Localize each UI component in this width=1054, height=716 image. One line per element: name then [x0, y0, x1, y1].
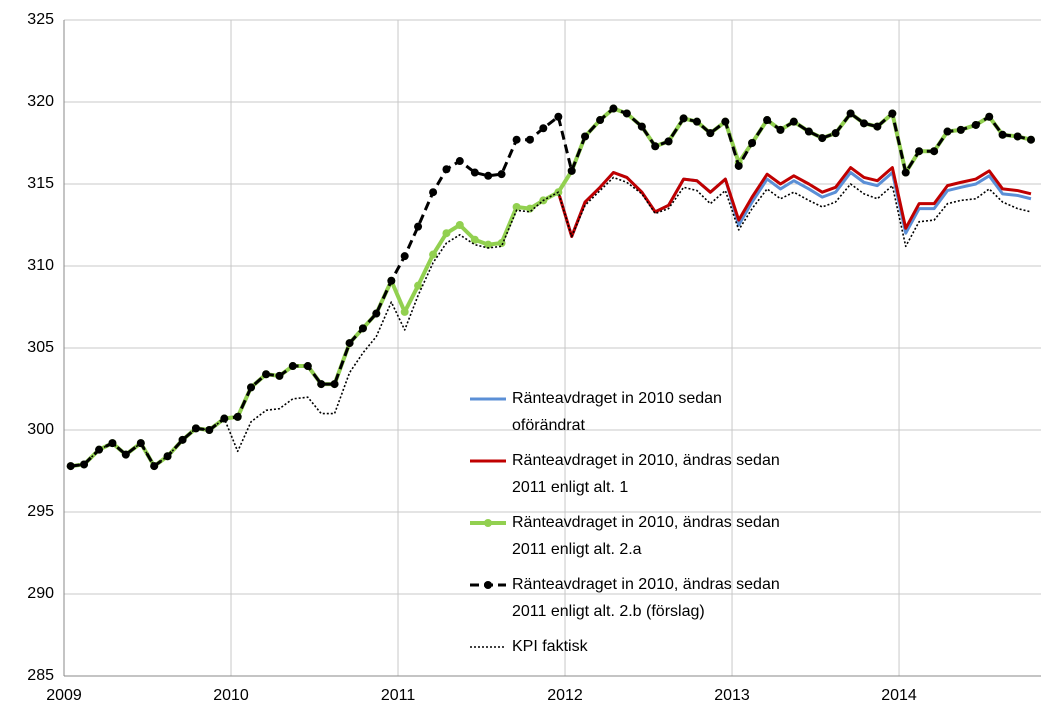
- point: [596, 116, 605, 125]
- point: [429, 250, 438, 259]
- point: [1026, 135, 1035, 144]
- point: [985, 112, 994, 121]
- point: [429, 188, 438, 197]
- point: [831, 129, 840, 138]
- point: [609, 104, 618, 113]
- series-line: [70, 106, 1032, 469]
- series-line: [389, 166, 1032, 314]
- point: [901, 168, 910, 177]
- point: [748, 139, 757, 147]
- y-tick-label: 290: [27, 585, 54, 602]
- point: [414, 222, 423, 231]
- point: [455, 157, 464, 166]
- point: [789, 117, 798, 126]
- x-tick-label: 2013: [714, 687, 750, 704]
- point: [497, 170, 506, 179]
- point: [873, 122, 882, 131]
- point: [763, 116, 772, 125]
- point: [470, 168, 479, 177]
- legend-label: Ränteavdraget in 2010, ändras sedan 2011 …: [512, 452, 780, 496]
- point: [414, 281, 423, 290]
- point: [233, 412, 242, 421]
- point: [804, 127, 813, 136]
- point: [859, 119, 868, 128]
- point: [262, 370, 271, 379]
- point: [818, 134, 827, 143]
- y-tick-label: 320: [27, 93, 54, 110]
- point: [372, 309, 381, 318]
- x-tick-label: 2010: [213, 687, 249, 704]
- point: [178, 435, 187, 444]
- point: [998, 130, 1007, 139]
- point: [539, 124, 548, 133]
- point: [95, 445, 104, 454]
- point: [622, 109, 631, 118]
- legend-label: Ränteavdraget in 2010, ändras sedan 2011 …: [512, 576, 780, 620]
- point: [637, 122, 646, 131]
- point: [455, 221, 464, 229]
- point: [692, 117, 701, 126]
- legend-label: KPI faktisk: [512, 638, 589, 655]
- point: [358, 324, 367, 333]
- x-tick-label: 2012: [547, 687, 583, 704]
- y-tick-label: 295: [27, 503, 54, 520]
- point: [288, 362, 297, 371]
- point: [470, 235, 479, 244]
- point: [943, 127, 952, 136]
- point: [706, 129, 715, 138]
- point: [442, 165, 451, 174]
- point: [317, 380, 326, 389]
- point: [205, 426, 214, 434]
- y-tick-label: 325: [27, 11, 54, 28]
- point: [930, 147, 939, 156]
- point: [971, 120, 980, 129]
- series-line: [70, 107, 1032, 468]
- point: [484, 171, 493, 180]
- point: [525, 135, 534, 144]
- point: [651, 142, 660, 151]
- legend-label: Ränteavdraget in 2010 sedan oförändrat: [512, 390, 722, 434]
- point: [442, 229, 451, 238]
- y-tick-label: 305: [27, 339, 54, 356]
- point: [915, 147, 924, 156]
- point: [776, 125, 785, 134]
- point: [956, 125, 965, 134]
- point: [275, 371, 284, 380]
- point: [484, 240, 493, 249]
- point: [400, 307, 409, 316]
- point: [1013, 132, 1022, 141]
- point: [664, 137, 673, 146]
- point: [679, 114, 688, 123]
- point: [554, 112, 563, 121]
- y-tick-label: 300: [27, 421, 54, 438]
- point: [387, 276, 396, 285]
- point: [330, 380, 339, 389]
- point: [512, 135, 521, 144]
- legend-marker: [484, 581, 492, 589]
- point: [121, 450, 130, 459]
- point: [303, 362, 312, 371]
- x-tick-label: 2011: [381, 687, 416, 704]
- legend-marker: [484, 519, 492, 527]
- point: [721, 117, 730, 126]
- point: [581, 132, 590, 141]
- point: [345, 339, 354, 348]
- point: [567, 166, 576, 175]
- point: [734, 161, 743, 170]
- point: [512, 202, 521, 211]
- legend-label: Ränteavdraget in 2010, ändras sedan 2011 …: [512, 514, 780, 558]
- y-tick-label: 315: [27, 175, 54, 192]
- x-tick-label: 2009: [46, 687, 82, 704]
- point: [400, 252, 409, 261]
- point: [888, 109, 897, 118]
- y-tick-label: 310: [27, 257, 54, 274]
- series-line: [70, 176, 1032, 467]
- point: [846, 109, 855, 118]
- y-tick-label: 285: [27, 667, 54, 684]
- point: [247, 383, 256, 392]
- x-tick-label: 2014: [881, 687, 917, 704]
